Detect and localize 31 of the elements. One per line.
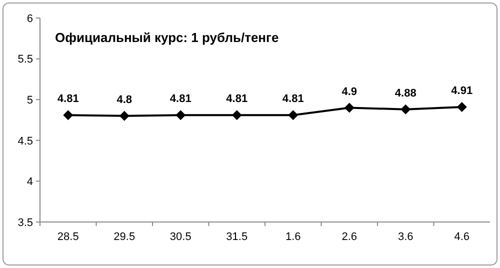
y-tick-label: 4.5 xyxy=(18,135,33,148)
x-tick-label: 4.6 xyxy=(454,231,470,243)
x-tick-label: 28.5 xyxy=(57,231,79,243)
x-tick-label: 31.5 xyxy=(226,231,248,243)
x-tick-label: 2.6 xyxy=(342,231,358,243)
data-label: 4.81 xyxy=(226,93,248,106)
point xyxy=(344,102,354,113)
point xyxy=(232,110,242,120)
y-tick-label: 3.5 xyxy=(18,216,33,229)
x-tick-label: 30.5 xyxy=(170,231,192,243)
point xyxy=(456,102,467,112)
point xyxy=(63,110,74,120)
x-tick-label: 3.6 xyxy=(398,231,414,243)
point xyxy=(288,110,298,120)
point xyxy=(119,110,130,121)
data-label: 4.81 xyxy=(57,93,79,106)
x-tick-label: 29.5 xyxy=(114,231,136,243)
data-label: 4.91 xyxy=(451,84,473,97)
data-label: 4.88 xyxy=(394,87,416,100)
data-label: 4.8 xyxy=(116,94,132,106)
data-label: 4.9 xyxy=(342,86,358,98)
text: Официальный курс: 1 рубль/тенге xyxy=(55,30,279,45)
y-tick-label: 5.5 xyxy=(18,54,33,66)
point xyxy=(400,104,411,114)
x-tick-label: 1.6 xyxy=(285,231,301,243)
y-tick-label: 4 xyxy=(26,176,33,188)
y-tick-label: 6 xyxy=(26,12,33,25)
data-label: 4.81 xyxy=(170,93,192,106)
data-label: 4.81 xyxy=(282,93,304,106)
y-tick-label: 5 xyxy=(26,94,33,106)
point xyxy=(176,110,186,120)
